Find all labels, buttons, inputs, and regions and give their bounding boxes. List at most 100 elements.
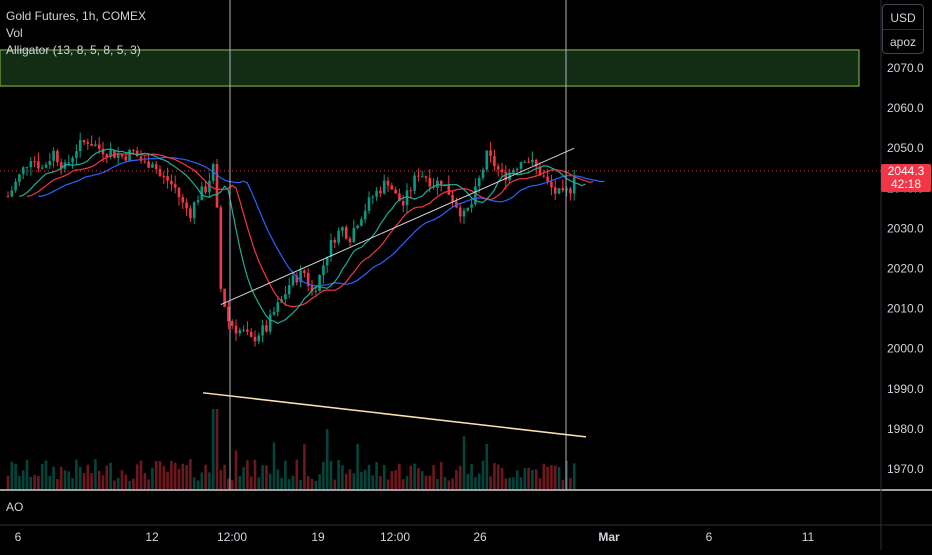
symbol-title[interactable]: Gold Futures, 1h, COMEX xyxy=(6,9,147,23)
volume-bar xyxy=(360,471,363,489)
candle-body xyxy=(276,302,280,312)
volume-bar xyxy=(154,461,158,489)
candle-body xyxy=(295,275,299,283)
volume-bar xyxy=(401,479,405,489)
candle-body xyxy=(436,180,439,188)
candle-body xyxy=(363,210,367,220)
volume-bar xyxy=(82,473,86,489)
candle-body xyxy=(82,140,86,143)
time-tick-label: 26 xyxy=(473,530,487,544)
candle-body xyxy=(230,321,234,326)
volume-bar xyxy=(33,474,36,489)
candle-body xyxy=(265,325,268,332)
volume-bar xyxy=(314,480,318,489)
time-tick-label: 12 xyxy=(145,530,159,544)
alligator-jaw-line xyxy=(38,156,605,287)
candle-body xyxy=(223,288,226,307)
candle-body xyxy=(527,161,530,163)
volume-bar xyxy=(56,479,59,489)
ao-indicator-label[interactable]: AO xyxy=(6,500,24,514)
volume-bar xyxy=(474,477,477,489)
volume-bar xyxy=(329,460,333,489)
candle-body xyxy=(284,294,287,300)
candle-body xyxy=(322,265,325,275)
candle-body xyxy=(272,311,276,315)
candle-body xyxy=(234,325,238,334)
candle-body xyxy=(75,151,78,158)
unit-selector[interactable]: apoz xyxy=(883,29,923,53)
volume-bar xyxy=(371,475,375,489)
candle-body xyxy=(29,161,33,168)
volume-bar xyxy=(261,465,264,489)
candle-body xyxy=(542,175,546,177)
candle-body xyxy=(356,225,359,229)
candle-body xyxy=(329,239,333,257)
candle-body xyxy=(37,161,40,169)
time-tick-label: 6 xyxy=(706,530,713,544)
volume-bar xyxy=(534,469,538,489)
volume-bar xyxy=(242,467,245,489)
candle-body xyxy=(40,167,44,169)
candle-body xyxy=(485,150,489,170)
time-tick-label: 6 xyxy=(15,530,22,544)
candle-body xyxy=(10,190,14,197)
candle-body xyxy=(185,202,188,209)
volume-bar xyxy=(59,466,63,489)
candle-body xyxy=(173,184,177,188)
volume-bar xyxy=(439,461,443,489)
candle-body xyxy=(48,160,52,165)
volume-bar xyxy=(215,409,219,489)
candle-body xyxy=(512,170,515,173)
volume-bar xyxy=(227,478,230,489)
candle-body xyxy=(348,238,352,243)
alligator-indicator-label[interactable]: Alligator (13, 8, 5, 8, 5, 3) xyxy=(6,43,141,57)
volume-bar xyxy=(105,465,109,489)
candle-body xyxy=(443,184,447,186)
volume-bar xyxy=(504,478,508,489)
candle-body xyxy=(33,161,36,163)
time-tick-label: 12:00 xyxy=(380,530,410,544)
candle-body xyxy=(390,185,394,190)
candle-body xyxy=(401,201,405,206)
volume-bar xyxy=(287,479,291,489)
volume-bar xyxy=(348,469,352,489)
volume-bar xyxy=(565,460,568,489)
volume-bar xyxy=(466,473,470,489)
volume-bar xyxy=(276,469,280,489)
alligator-lips-line xyxy=(19,148,586,324)
volume-bar xyxy=(14,463,17,489)
volume-bar xyxy=(109,462,112,489)
candle-body xyxy=(318,274,321,291)
volume-bar xyxy=(139,460,143,489)
volume-bar xyxy=(21,470,25,489)
volume-bar xyxy=(318,474,321,489)
volume-indicator-label[interactable]: Vol xyxy=(6,26,23,40)
time-tick-label: Mar xyxy=(598,530,620,544)
price-tick-label: 2070.0 xyxy=(887,61,924,75)
volume-bar xyxy=(489,476,492,489)
candle-body xyxy=(352,228,356,243)
price-tick-label: 1970.0 xyxy=(887,462,924,476)
candle-body xyxy=(242,329,245,331)
volume-bar xyxy=(211,409,215,489)
candle-body xyxy=(238,330,242,334)
currency-code[interactable]: USD xyxy=(890,11,916,25)
volume-bar xyxy=(420,471,424,489)
candle-body xyxy=(132,149,135,151)
volume-bar xyxy=(322,461,325,489)
candle-body xyxy=(227,306,230,322)
candle-body xyxy=(546,176,549,182)
candle-body xyxy=(519,162,523,169)
volume-bar xyxy=(390,471,394,489)
candle-body xyxy=(379,190,382,194)
candle-body xyxy=(481,169,485,179)
supply-zone-rectangle xyxy=(0,49,860,87)
volume-bar xyxy=(37,475,40,489)
currency-selector[interactable]: USD apoz xyxy=(882,4,924,54)
candle-body xyxy=(299,270,302,283)
candle-body xyxy=(158,169,162,176)
candle-body xyxy=(500,169,504,172)
volume-bar xyxy=(337,460,340,489)
